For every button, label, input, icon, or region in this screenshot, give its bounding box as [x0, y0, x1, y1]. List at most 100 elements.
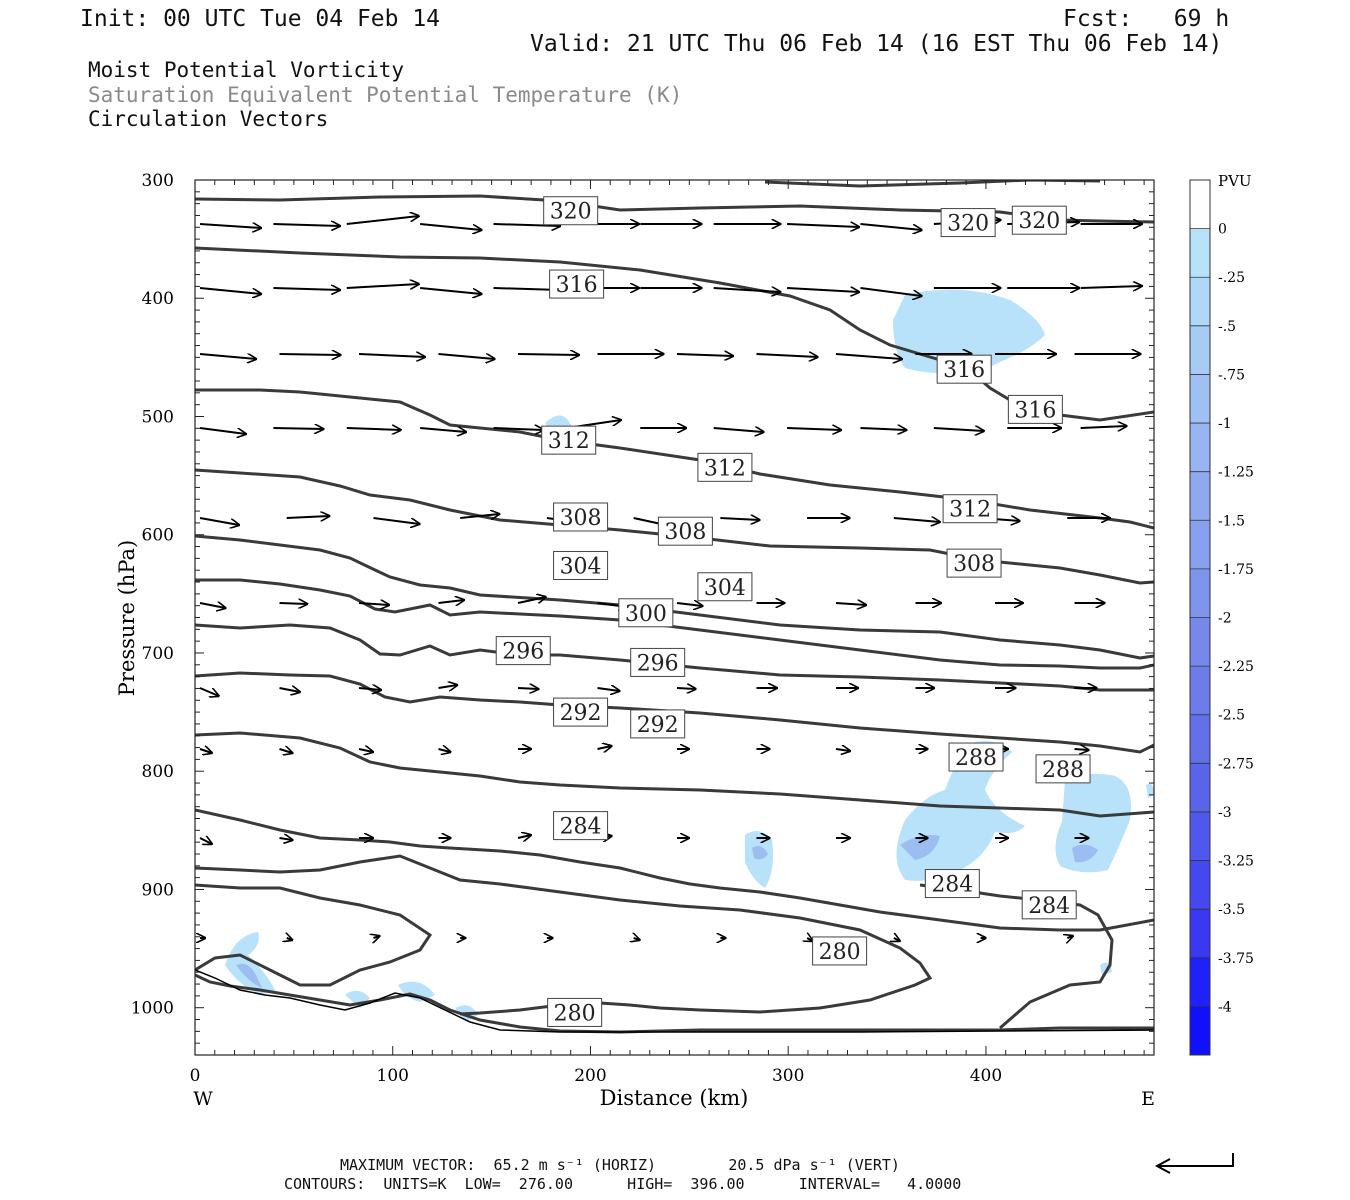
colorbar-label: -3.5	[1218, 902, 1245, 918]
max-vector-note: MAXIMUM VECTOR: 65.2 m s⁻¹ (HORIZ) 20.5 …	[340, 1156, 900, 1174]
vector-arrow	[279, 354, 341, 355]
contour-label: 304	[553, 550, 609, 580]
vector-arrow	[199, 287, 261, 294]
contour-288	[195, 808, 1154, 932]
svg-text:316: 316	[943, 358, 985, 383]
title-theta-es: Saturation Equivalent Potential Temperat…	[88, 83, 683, 107]
contour-312	[195, 468, 1154, 585]
colorbar-label: -1.5	[1218, 513, 1245, 529]
contour-324b	[764, 180, 1101, 188]
mpv-region-small-blob-core	[752, 846, 768, 860]
y-tick-label: 400	[142, 289, 174, 309]
svg-text:292: 292	[560, 701, 602, 726]
contour-324	[195, 194, 1154, 224]
pvu-colorbar: 0 -.25 -.5 -.75 -1 -1.25 -1.5 -1.75 -2 -2.25 -2.5 -…	[1189, 179, 1254, 1056]
vector-arrow	[438, 685, 458, 688]
vector-arrow	[273, 288, 340, 290]
vector-arrow	[517, 354, 579, 355]
mpv-region-far-right-core	[1072, 844, 1098, 863]
svg-text:304: 304	[704, 576, 746, 601]
vector-arrow	[420, 428, 466, 432]
colorbar-swatch	[1190, 811, 1210, 862]
vector-arrow	[1080, 286, 1142, 288]
vector-arrow	[713, 428, 764, 432]
title-mpv: Moist Potential Vorticity	[88, 58, 405, 82]
y-tick-label: 500	[142, 407, 174, 427]
colorbar-swatch	[1190, 423, 1210, 473]
vector-arrow	[860, 428, 906, 430]
svg-text:296: 296	[637, 651, 679, 676]
contour-labels: 320 320 320 316 316 316 312 312 312 308 308 308 304 3…	[495, 196, 1091, 1027]
colorbar-swatch	[1190, 228, 1210, 278]
vector-arrow	[199, 353, 256, 359]
x-tick-label: 400	[970, 1066, 1002, 1086]
x-axis-tick-labels: 0 100 200 300 400	[190, 1066, 1003, 1086]
vector-arrow	[279, 749, 293, 753]
colorbar-label: -3	[1218, 805, 1232, 821]
colorbar-swatch	[1190, 471, 1210, 521]
svg-text:300: 300	[625, 602, 667, 627]
contour-label: 284	[924, 869, 980, 899]
colorbar-label: -3.75	[1218, 951, 1254, 967]
vector-arrow	[720, 518, 759, 520]
mpv-region-surface-2	[398, 981, 435, 1002]
svg-text:284: 284	[931, 873, 973, 898]
vector-arrow	[273, 428, 323, 429]
svg-text:280: 280	[819, 940, 861, 965]
vector-arrow	[493, 288, 561, 290]
y-tick-label: 1000	[131, 999, 174, 1019]
contour-label: 312	[541, 425, 597, 455]
west-end-label: W	[193, 1088, 213, 1110]
y-tick-label: 900	[142, 880, 174, 900]
title-vectors: Circulation Vectors	[88, 107, 329, 131]
vector-arrow	[420, 287, 481, 294]
vector-arrow	[835, 603, 866, 605]
vector-arrow	[373, 517, 419, 524]
vector-arrow	[787, 224, 859, 227]
contour-label: 288	[948, 742, 1004, 772]
contour-label: 320	[543, 196, 599, 226]
colorbar-swatch	[1190, 325, 1210, 375]
vector-arrow	[438, 749, 451, 752]
contour-label: 320	[940, 208, 996, 238]
vector-arrow	[346, 428, 401, 430]
contour-label: 288	[1035, 754, 1091, 784]
vector-arrow	[860, 287, 921, 296]
reference-vector-arrow	[1154, 1153, 1234, 1174]
colorbar-swatch	[1190, 763, 1210, 813]
vector-arrow	[199, 687, 219, 696]
vector-arrow	[358, 688, 381, 690]
colorbar-swatch	[1190, 374, 1210, 424]
colorbar-swatch	[1190, 617, 1210, 667]
colorbar-swatch	[1190, 666, 1210, 716]
init-time: Init: 00 UTC Tue 04 Feb 14	[80, 6, 441, 32]
vector-arrow	[493, 428, 544, 430]
colorbar-swatch	[1190, 520, 1210, 570]
colorbar-swatch	[1190, 909, 1210, 959]
colorbar-label: -2.75	[1218, 756, 1254, 772]
colorbar-swatch	[1190, 180, 1210, 230]
x-tick-label: 0	[190, 1066, 201, 1086]
mpv-region-upper-right	[893, 289, 1045, 374]
contour-label: 296	[495, 636, 551, 666]
contour-304	[195, 578, 1154, 670]
vector-arrow	[1080, 426, 1127, 428]
vector-arrow	[199, 749, 212, 753]
contour-292	[195, 731, 1154, 818]
vector-arrow	[835, 353, 902, 359]
contour-label: 312	[942, 494, 998, 524]
colorbar-label: -3.25	[1218, 854, 1254, 870]
contours-note: CONTOURS: UNITS=K LOW= 276.00 HIGH= 396.…	[284, 1175, 962, 1193]
valid-time: Valid: 21 UTC Thu 06 Feb 14 (16 EST Thu …	[530, 31, 1223, 57]
contour-label: 308	[553, 502, 609, 532]
svg-text:284: 284	[560, 815, 602, 840]
vector-arrow	[634, 938, 640, 940]
contour-label: 316	[936, 354, 992, 384]
vector-arrow	[517, 597, 546, 604]
colorbar-label: -.75	[1218, 367, 1245, 383]
vector-arrow	[346, 216, 419, 225]
x-tick-label: 300	[772, 1066, 804, 1086]
vector-arrow	[460, 514, 499, 518]
colorbar-label: 0	[1218, 222, 1227, 238]
